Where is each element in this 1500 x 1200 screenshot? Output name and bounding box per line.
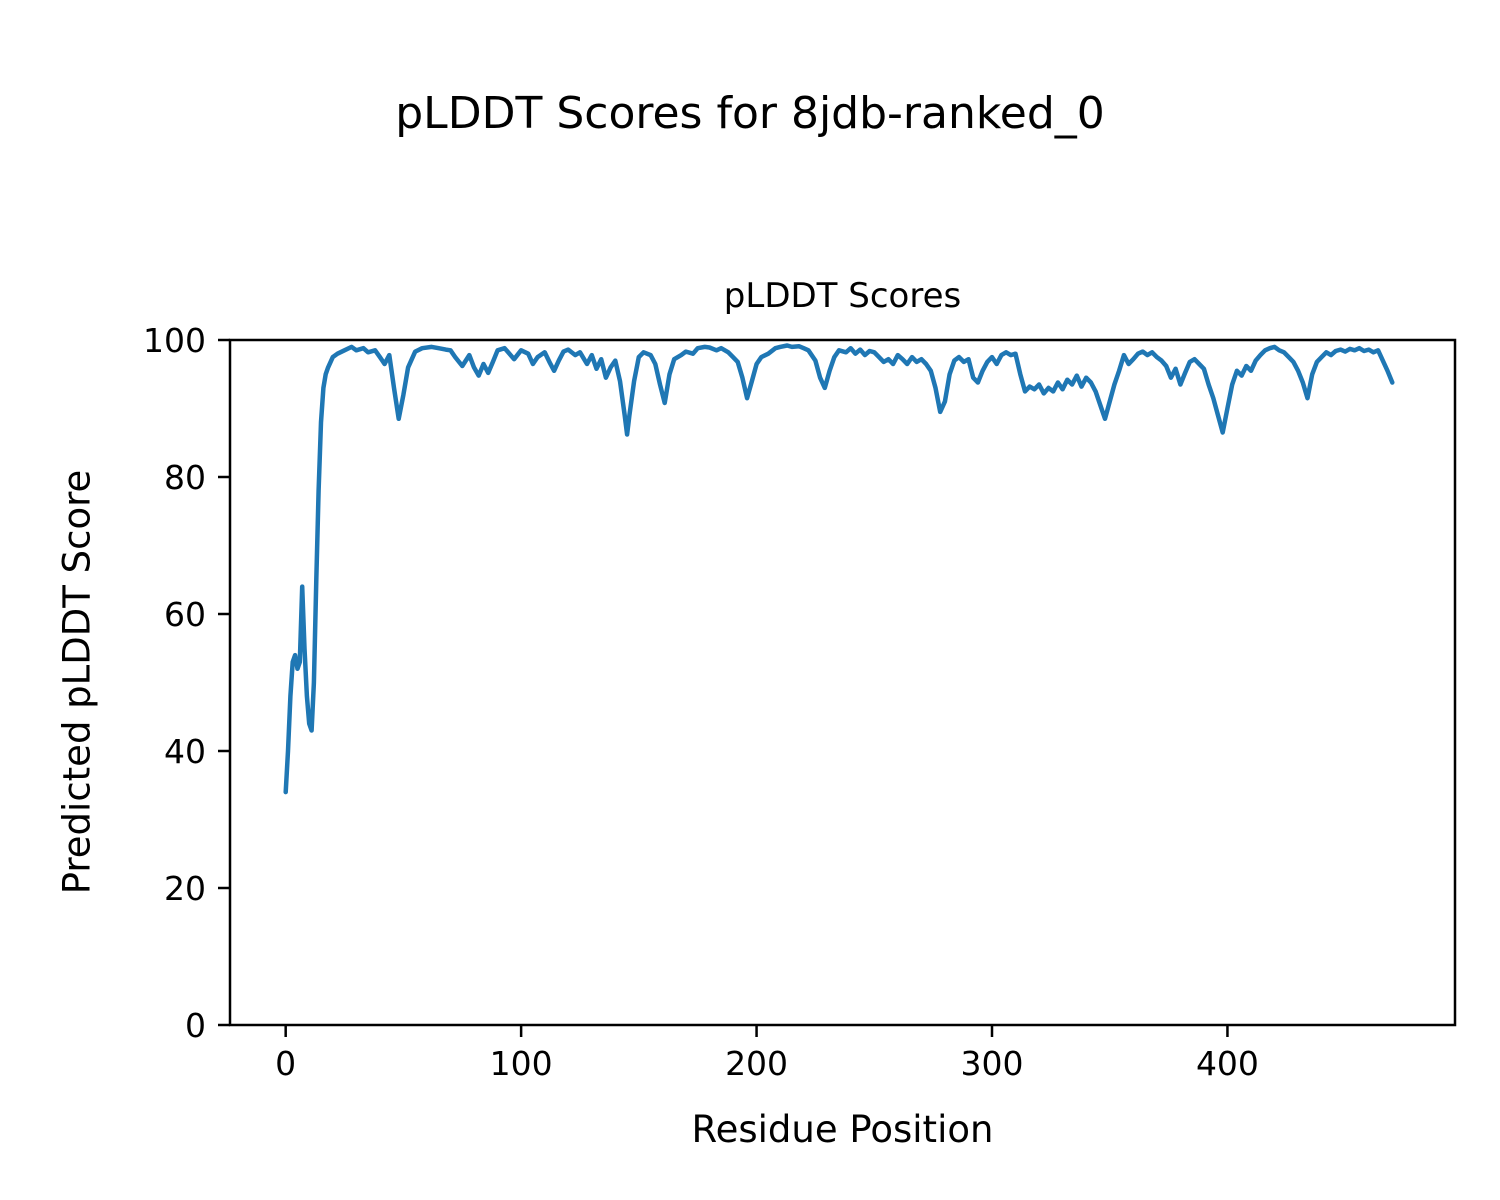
y-tick-label: 60: [164, 595, 206, 634]
x-tick-label: 400: [1196, 1044, 1259, 1083]
y-tick-label: 20: [164, 869, 206, 908]
y-tick-label: 40: [164, 732, 206, 771]
x-tick-label: 100: [490, 1044, 553, 1083]
x-tick-label: 0: [275, 1044, 296, 1083]
axes-title: pLDDT Scores: [723, 276, 962, 316]
plddt-line: [283, 343, 1395, 795]
figure-title: pLDDT Scores for 8jdb-ranked_0: [395, 88, 1105, 139]
y-tick-label: 0: [185, 1006, 206, 1045]
x-tick-label: 200: [725, 1044, 788, 1083]
x-axis-label: Residue Position: [691, 1108, 994, 1151]
x-tick-label: 300: [961, 1044, 1024, 1083]
y-tick-label: 100: [143, 321, 206, 360]
axes-frame: [228, 338, 1457, 1027]
y-tick-label: 80: [164, 458, 206, 497]
